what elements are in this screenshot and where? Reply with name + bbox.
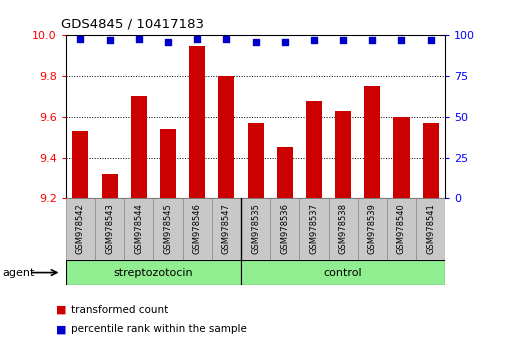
Bar xyxy=(386,198,415,260)
Bar xyxy=(334,111,350,198)
Bar xyxy=(357,198,386,260)
Text: GDS4845 / 10417183: GDS4845 / 10417183 xyxy=(61,18,204,31)
Point xyxy=(76,36,84,41)
Bar xyxy=(393,117,409,198)
Point xyxy=(134,36,142,41)
Text: GSM978541: GSM978541 xyxy=(425,203,434,254)
Text: percentile rank within the sample: percentile rank within the sample xyxy=(71,324,246,334)
Bar xyxy=(189,46,205,198)
Text: streptozotocin: streptozotocin xyxy=(113,268,193,278)
Bar xyxy=(422,123,438,198)
Bar xyxy=(160,129,176,198)
Point xyxy=(251,39,259,45)
Point xyxy=(396,38,405,43)
Bar xyxy=(130,97,146,198)
Bar xyxy=(247,123,263,198)
Point xyxy=(164,39,172,45)
Bar xyxy=(240,260,444,285)
Text: GSM978535: GSM978535 xyxy=(250,203,260,254)
Bar xyxy=(306,101,321,198)
Text: GSM978546: GSM978546 xyxy=(192,203,201,254)
Bar xyxy=(182,198,211,260)
Bar xyxy=(72,131,88,198)
Text: GSM978542: GSM978542 xyxy=(76,203,85,254)
Text: ■: ■ xyxy=(56,305,66,315)
Bar xyxy=(415,198,444,260)
Point xyxy=(368,38,376,43)
Bar xyxy=(328,198,357,260)
Bar xyxy=(240,198,270,260)
Bar xyxy=(66,198,95,260)
Text: GSM978545: GSM978545 xyxy=(163,203,172,254)
Text: GSM978543: GSM978543 xyxy=(105,203,114,254)
Text: GSM978540: GSM978540 xyxy=(396,203,405,254)
Text: GSM978536: GSM978536 xyxy=(280,203,289,254)
Text: GSM978539: GSM978539 xyxy=(367,203,376,254)
Bar xyxy=(270,198,299,260)
Text: agent: agent xyxy=(3,268,35,278)
Bar xyxy=(364,86,380,198)
Point xyxy=(222,36,230,41)
Bar xyxy=(276,147,292,198)
Text: control: control xyxy=(323,268,362,278)
Text: GSM978544: GSM978544 xyxy=(134,203,143,254)
Bar xyxy=(102,174,117,198)
Text: GSM978538: GSM978538 xyxy=(338,203,347,254)
Bar xyxy=(218,76,234,198)
Bar xyxy=(124,198,153,260)
Bar xyxy=(211,198,240,260)
Point xyxy=(106,38,114,43)
Bar xyxy=(299,198,328,260)
Text: transformed count: transformed count xyxy=(71,305,168,315)
Point xyxy=(426,38,434,43)
Text: ■: ■ xyxy=(56,324,66,334)
Bar xyxy=(153,198,182,260)
Bar xyxy=(95,198,124,260)
Point xyxy=(338,38,346,43)
Bar xyxy=(66,260,240,285)
Point xyxy=(309,38,317,43)
Text: GSM978547: GSM978547 xyxy=(221,203,230,254)
Point xyxy=(193,36,201,41)
Text: GSM978537: GSM978537 xyxy=(309,203,318,254)
Point xyxy=(280,39,288,45)
